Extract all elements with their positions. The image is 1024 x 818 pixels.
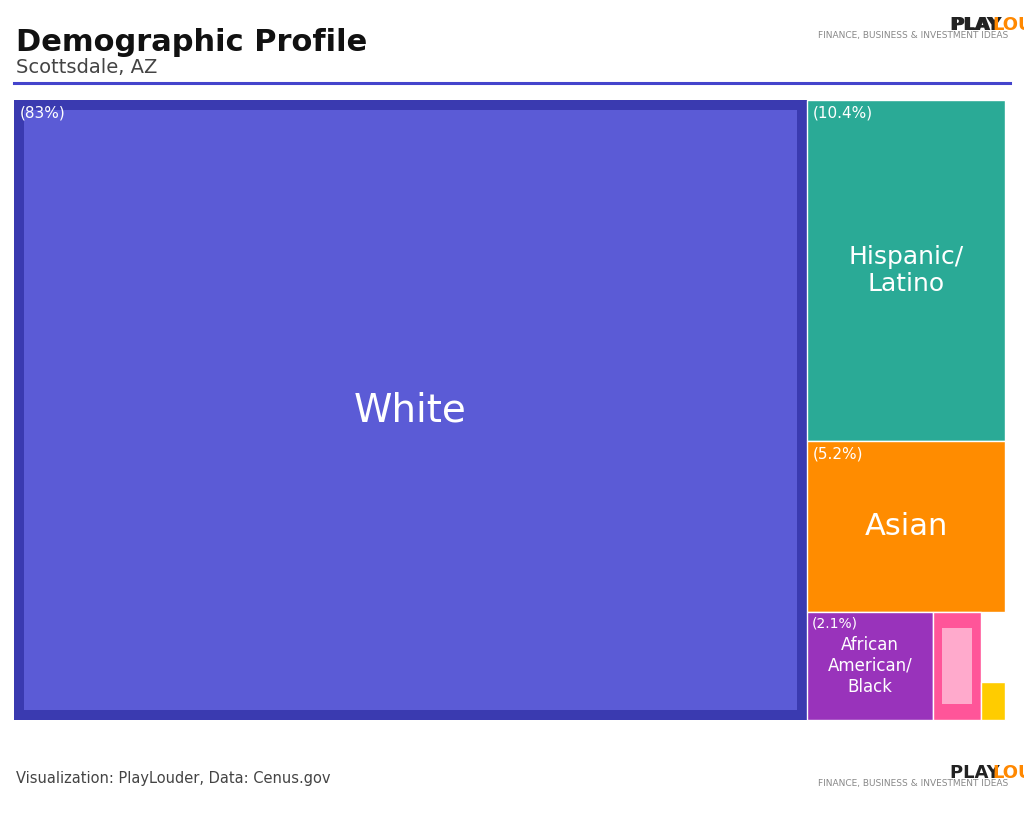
Text: Asian: Asian	[864, 512, 947, 541]
Bar	[24, 110, 797, 710]
Bar	[807, 441, 1005, 612]
Text: (10.4%): (10.4%)	[813, 105, 873, 120]
Bar	[933, 612, 981, 720]
Text: Demographic Profile: Demographic Profile	[16, 28, 368, 57]
Bar	[807, 612, 933, 720]
Text: Visualization: PlayLouder, Data: Cenus.gov: Visualization: PlayLouder, Data: Cenus.g…	[16, 771, 331, 786]
Text: (2.1%): (2.1%)	[812, 617, 858, 631]
Text: Hispanic/
Latino: Hispanic/ Latino	[849, 245, 964, 296]
Text: PLAY: PLAY	[950, 16, 1006, 34]
Text: African
American/
Black: African American/ Black	[827, 636, 912, 695]
Text: FINANCE, BUSINESS & INVESTMENT IDEAS: FINANCE, BUSINESS & INVESTMENT IDEAS	[818, 31, 1008, 40]
Text: PLAY: PLAY	[950, 764, 1006, 782]
Bar	[942, 628, 973, 703]
Text: (5.2%): (5.2%)	[813, 446, 863, 461]
Text: (83%): (83%)	[20, 106, 66, 121]
Text: White: White	[354, 391, 467, 429]
Text: LOUDER!: LOUDER!	[992, 764, 1024, 782]
Bar	[807, 100, 1005, 441]
Text: Scottsdale, AZ: Scottsdale, AZ	[16, 58, 158, 77]
Text: LOUDER!: LOUDER!	[992, 16, 1024, 34]
Text: PLAY: PLAY	[952, 16, 1008, 34]
Text: FINANCE, BUSINESS & INVESTMENT IDEAS: FINANCE, BUSINESS & INVESTMENT IDEAS	[818, 779, 1008, 788]
Bar	[14, 100, 807, 720]
Bar	[981, 682, 1005, 720]
